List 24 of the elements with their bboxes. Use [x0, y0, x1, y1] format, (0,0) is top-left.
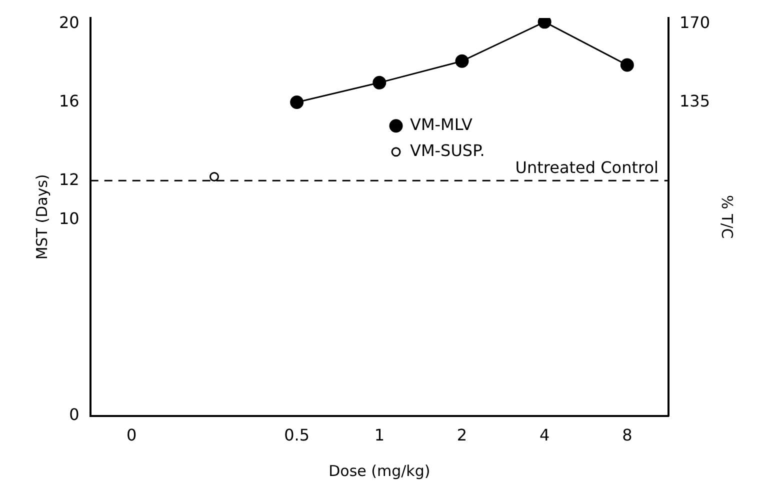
y2-tick-label: 170 — [679, 13, 710, 32]
point — [455, 54, 469, 68]
x-tick-label: 4 — [539, 426, 550, 445]
x-tick-label: 0.5 — [284, 426, 310, 445]
y-tick-label: 16 — [59, 91, 80, 110]
x-tick-label: 8 — [622, 426, 632, 445]
x-tick-label: 0 — [126, 426, 137, 445]
x-axis-title: Dose (mg/kg) — [328, 462, 430, 480]
legend-label: VM-MLV — [410, 115, 472, 134]
point — [209, 172, 219, 182]
ref-line-label: Untreated Control — [515, 158, 658, 177]
point — [372, 76, 386, 90]
y2-axis-title: % T/C — [718, 195, 736, 239]
y-tick-label: 0 — [69, 404, 80, 424]
y-tick-label: 20 — [59, 13, 80, 32]
y-tick-label: 10 — [59, 208, 80, 228]
point — [620, 58, 634, 72]
y-axis-title: MST (Days) — [32, 174, 51, 260]
x-tick-label: 1 — [374, 426, 385, 445]
y2-tick-label: 135 — [679, 91, 710, 110]
y-tick-label: 12 — [59, 170, 80, 189]
x-tick-label: 2 — [456, 426, 468, 445]
legend-label: VM-SUSP. — [410, 141, 485, 160]
point — [290, 96, 304, 110]
